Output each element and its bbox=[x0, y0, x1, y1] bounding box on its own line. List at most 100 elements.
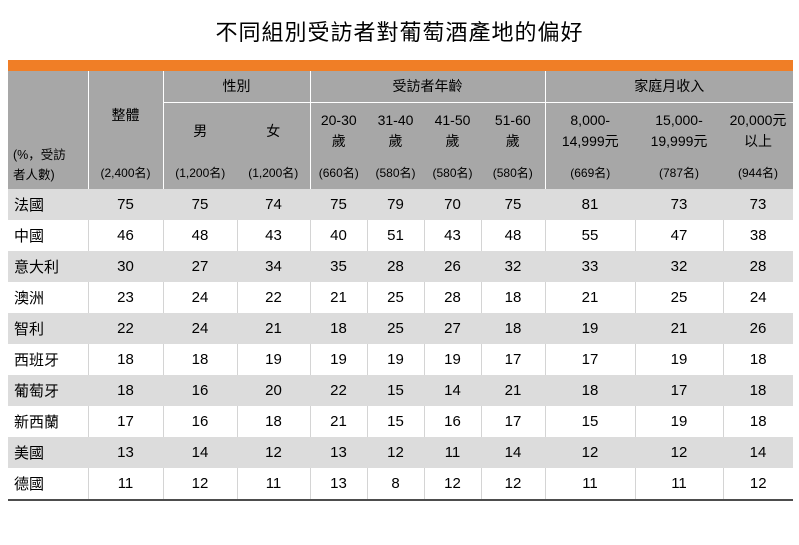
value-cell: 12 bbox=[723, 468, 793, 502]
value-cell: 18 bbox=[723, 406, 793, 438]
value-cell: 12 bbox=[481, 468, 546, 502]
value-cell: 28 bbox=[367, 251, 424, 283]
value-cell: 18 bbox=[237, 406, 311, 438]
col-sample-count: (580名) bbox=[367, 159, 424, 190]
value-cell: 33 bbox=[545, 251, 635, 283]
col-header: 41-50 歲 bbox=[424, 102, 481, 160]
col-header: 20,000元 以上 bbox=[723, 102, 793, 160]
subcolumn-header-row: 男女 20-30 歲 31-40 歲 41-50 歲 51-60 歲 8,000- 14,… bbox=[8, 102, 793, 160]
table-row: 西班牙 18 18 19 19 19 19 17 17 19 18 bbox=[8, 344, 793, 376]
value-cell: 11 bbox=[635, 468, 724, 502]
value-cell: 19 bbox=[367, 344, 425, 376]
col-sample-count: (787名) bbox=[635, 159, 723, 190]
row-label: 智利 bbox=[8, 313, 88, 345]
row-label: 葡萄牙 bbox=[8, 375, 88, 407]
value-cell: 11 bbox=[424, 437, 481, 469]
group-header-row: (%，受訪 者人數) 整體 性別 受訪者年齡 家庭月收入 bbox=[8, 70, 793, 190]
value-cell: 13 bbox=[310, 468, 368, 502]
col-header: 51-60 歲 bbox=[481, 102, 545, 160]
value-cell: 14 bbox=[424, 375, 481, 407]
value-cell: 20 bbox=[237, 375, 310, 407]
col-sample-count: (580名) bbox=[481, 159, 545, 190]
value-cell: 12 bbox=[367, 437, 424, 469]
table-body: 法國 75 75 74 75 79 70 75 81 73 73 中國 46 48 43 40 51 43 48 55… bbox=[8, 189, 793, 502]
value-cell: 21 bbox=[545, 282, 636, 314]
value-cell: 81 bbox=[545, 189, 635, 221]
value-cell: 21 bbox=[237, 313, 310, 345]
value-cell: 75 bbox=[310, 189, 367, 221]
table-row: 葡萄牙 18 16 20 22 15 14 21 18 17 18 bbox=[8, 375, 793, 407]
value-cell: 51 bbox=[367, 220, 425, 252]
value-cell: 19 bbox=[635, 406, 724, 438]
value-cell: 23 bbox=[88, 282, 164, 314]
accent-bar bbox=[8, 59, 793, 71]
value-cell: 19 bbox=[310, 344, 368, 376]
value-cell: 19 bbox=[545, 313, 635, 345]
col-sample-count: (660名) bbox=[309, 159, 367, 190]
col-sample-count: (2,400名) bbox=[87, 159, 163, 190]
row-label: 美國 bbox=[8, 437, 88, 469]
value-cell: 40 bbox=[310, 220, 368, 252]
value-cell: 14 bbox=[481, 437, 545, 469]
value-cell: 17 bbox=[545, 344, 636, 376]
value-cell: 14 bbox=[163, 437, 237, 469]
value-cell: 19 bbox=[424, 344, 482, 376]
value-cell: 21 bbox=[310, 282, 368, 314]
group-header-income: 家庭月收入 bbox=[544, 70, 793, 104]
value-cell: 38 bbox=[723, 220, 793, 252]
value-cell: 17 bbox=[481, 406, 546, 438]
table-row: 美國 13 14 12 13 12 11 14 12 12 14 bbox=[8, 437, 793, 469]
value-cell: 18 bbox=[310, 313, 367, 345]
corner-label: (%，受訪 者人數) bbox=[8, 70, 88, 190]
value-cell: 34 bbox=[237, 251, 310, 283]
value-cell: 12 bbox=[237, 437, 310, 469]
value-cell: 27 bbox=[424, 313, 481, 345]
value-cell: 21 bbox=[310, 406, 368, 438]
value-cell: 18 bbox=[88, 344, 164, 376]
value-cell: 18 bbox=[88, 375, 163, 407]
value-cell: 18 bbox=[545, 375, 635, 407]
value-cell: 15 bbox=[545, 406, 636, 438]
value-cell: 12 bbox=[635, 437, 723, 469]
page-title: 不同組別受訪者對葡萄酒產地的偏好 bbox=[215, 20, 584, 45]
value-cell: 75 bbox=[481, 189, 545, 221]
value-cell: 18 bbox=[163, 344, 238, 376]
col-header: 男 bbox=[162, 102, 237, 160]
value-cell: 19 bbox=[237, 344, 311, 376]
value-cell: 32 bbox=[635, 251, 723, 283]
row-label: 中國 bbox=[8, 220, 89, 252]
value-cell: 25 bbox=[367, 282, 425, 314]
value-cell: 25 bbox=[635, 282, 724, 314]
value-cell: 12 bbox=[163, 468, 238, 502]
value-cell: 27 bbox=[163, 251, 237, 283]
value-cell: 19 bbox=[635, 344, 724, 376]
value-cell: 32 bbox=[481, 251, 545, 283]
value-cell: 55 bbox=[545, 220, 636, 252]
col-sample-count: (944名) bbox=[723, 159, 793, 190]
value-cell: 8 bbox=[367, 468, 425, 502]
report-page: 不同組別受訪者對葡萄酒產地的偏好 (%，受訪 者人數) 整體 性別 受訪者年齡 … bbox=[8, 20, 793, 502]
value-cell: 18 bbox=[481, 313, 545, 345]
value-cell: 15 bbox=[367, 375, 424, 407]
value-cell: 43 bbox=[237, 220, 311, 252]
row-label: 法國 bbox=[8, 189, 88, 221]
value-cell: 16 bbox=[424, 406, 482, 438]
value-cell: 24 bbox=[163, 313, 237, 345]
value-cell: 70 bbox=[424, 189, 481, 221]
value-cell: 24 bbox=[163, 282, 238, 314]
value-cell: 17 bbox=[481, 344, 546, 376]
value-cell: 47 bbox=[635, 220, 724, 252]
col-sample-count: (580名) bbox=[424, 159, 481, 190]
table-row: 澳洲 23 24 22 21 25 28 18 21 25 24 bbox=[8, 282, 793, 314]
value-cell: 28 bbox=[424, 282, 482, 314]
value-cell: 12 bbox=[545, 437, 635, 469]
value-cell: 17 bbox=[88, 406, 164, 438]
col-sample-count: (669名) bbox=[544, 159, 635, 190]
table-row: 法國 75 75 74 75 79 70 75 81 73 73 bbox=[8, 189, 793, 221]
col-header: 31-40 歲 bbox=[367, 102, 424, 160]
sample-count-row: (2,400名) (1,200名) (1,200名) (660名) (580名) (580… bbox=[8, 159, 793, 190]
value-cell: 22 bbox=[310, 375, 367, 407]
value-cell: 28 bbox=[723, 251, 793, 283]
value-cell: 43 bbox=[424, 220, 482, 252]
value-cell: 18 bbox=[723, 344, 793, 376]
